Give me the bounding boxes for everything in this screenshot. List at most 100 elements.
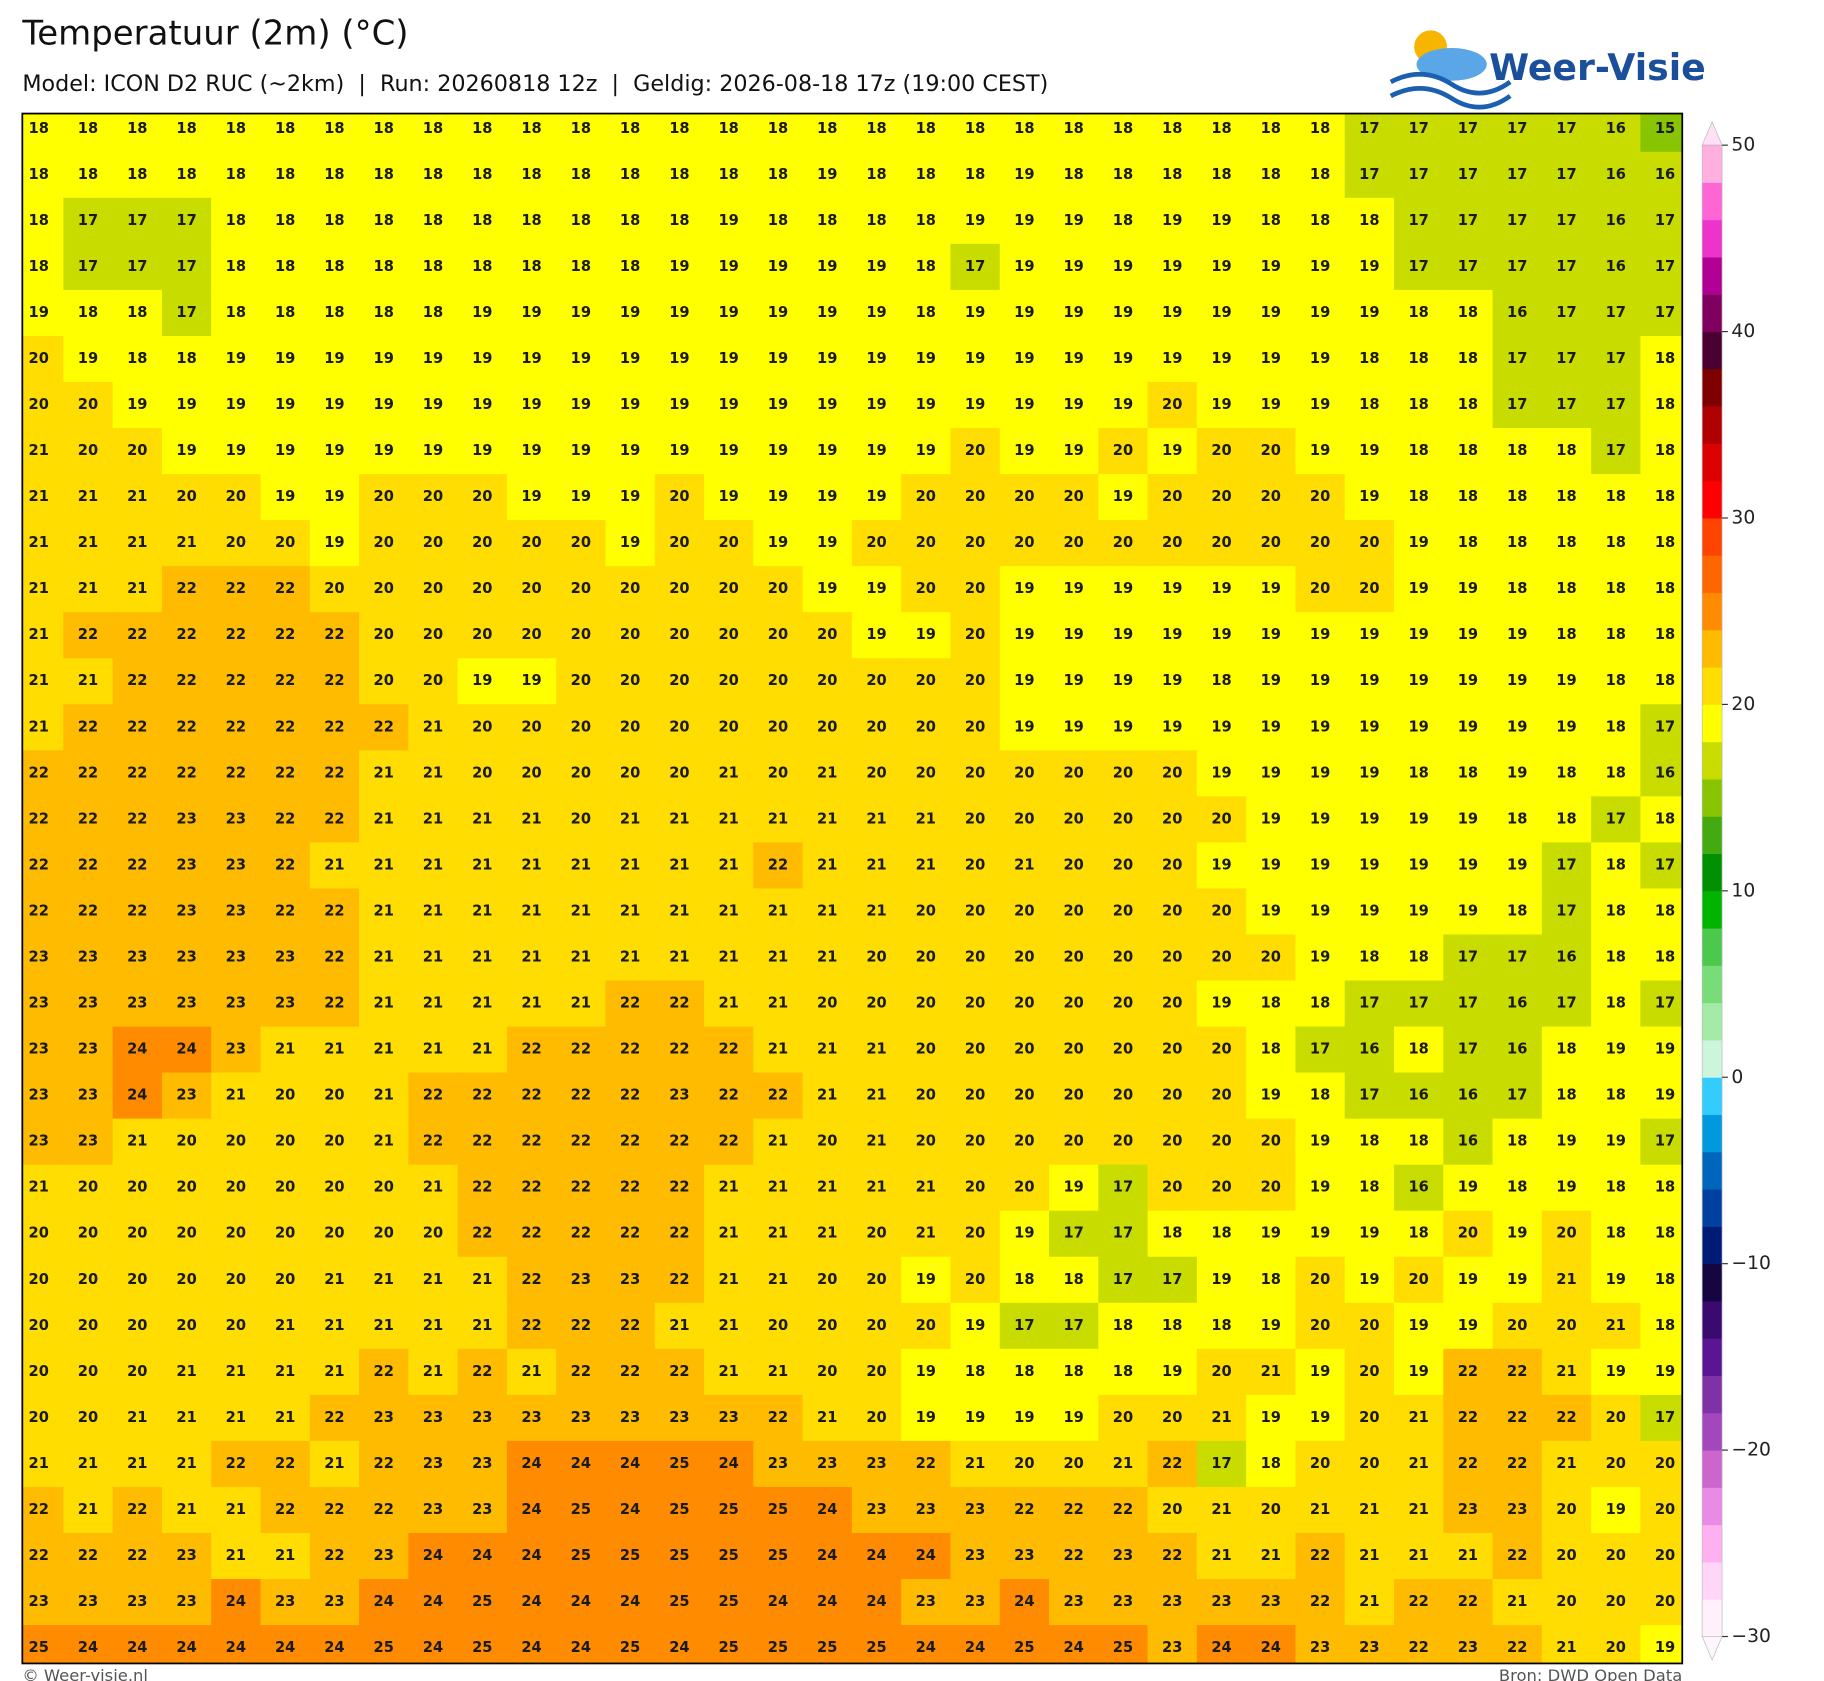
temperature-label: 21 <box>1458 1547 1478 1564</box>
temperature-label: 17 <box>1113 1225 1133 1242</box>
temperature-cell <box>1147 612 1198 659</box>
temperature-cell <box>63 612 114 659</box>
temperature-label: 20 <box>1162 856 1182 873</box>
temperature-cell <box>63 520 114 567</box>
temperature-label: 17 <box>1408 120 1428 137</box>
temperature-label: 20 <box>965 810 985 827</box>
temperature-label: 19 <box>1063 626 1083 643</box>
temperature-label: 25 <box>866 1639 886 1656</box>
temperature-label: 19 <box>1310 718 1330 735</box>
temperature-label: 19 <box>1014 1225 1034 1242</box>
temperature-label: 19 <box>768 396 788 413</box>
temperature-label: 22 <box>768 856 788 873</box>
temperature-label: 20 <box>1063 856 1083 873</box>
temperature-label: 20 <box>127 1317 147 1334</box>
temperature-label: 21 <box>226 1087 246 1104</box>
temperature-cell <box>211 113 262 153</box>
temperature-label: 18 <box>1063 1363 1083 1380</box>
temperature-cell <box>556 612 607 659</box>
temperature-cell <box>654 428 705 475</box>
temperature-cell <box>309 428 360 475</box>
temperature-label: 20 <box>1556 1317 1576 1334</box>
temperature-label: 21 <box>29 488 49 505</box>
temperature-cell <box>802 335 853 383</box>
temperature-label: 20 <box>719 718 739 735</box>
temperature-label: 20 <box>1063 995 1083 1012</box>
temperature-label: 22 <box>472 1179 492 1196</box>
temperature-label: 23 <box>226 995 246 1012</box>
temperature-cell <box>359 289 410 337</box>
temperature-cell <box>408 113 459 153</box>
temperature-label: 16 <box>1655 764 1675 781</box>
temperature-cell <box>1147 289 1198 337</box>
temperature-label: 19 <box>1063 304 1083 321</box>
temperature-label: 18 <box>127 304 147 321</box>
temperature-label: 22 <box>127 718 147 735</box>
temperature-label: 22 <box>176 764 196 781</box>
temperature-label: 22 <box>1162 1455 1182 1472</box>
temperature-label: 19 <box>719 350 739 367</box>
temperature-label: 19 <box>669 258 689 275</box>
temperature-label: 24 <box>176 1639 196 1656</box>
temperature-label: 17 <box>127 212 147 229</box>
temperature-label: 19 <box>669 350 689 367</box>
temperature-label: 23 <box>965 1593 985 1610</box>
temperature-label: 22 <box>620 1041 640 1058</box>
temperature-cell <box>1295 428 1346 475</box>
temperature-cell <box>1098 658 1149 705</box>
temperature-label: 20 <box>1113 1087 1133 1104</box>
temperature-label: 22 <box>127 764 147 781</box>
temperature-cell <box>556 520 607 567</box>
temperature-label: 17 <box>1408 258 1428 275</box>
temperature-label: 18 <box>1014 120 1034 137</box>
temperature-label: 24 <box>521 1547 541 1564</box>
temperature-label: 19 <box>1113 396 1133 413</box>
temperature-label: 22 <box>768 1409 788 1426</box>
temperature-cell <box>1640 474 1683 521</box>
temperature-cell <box>457 704 508 752</box>
temperature-label: 18 <box>1408 396 1428 413</box>
temperature-label: 18 <box>1606 764 1626 781</box>
temperature-cell <box>1246 113 1297 153</box>
temperature-label: 19 <box>1162 442 1182 459</box>
temperature-cell <box>22 335 65 383</box>
temperature-label: 21 <box>719 1179 739 1196</box>
temperature-label: 19 <box>620 442 640 459</box>
temperature-label: 20 <box>1162 1409 1182 1426</box>
temperature-label: 21 <box>620 856 640 873</box>
temperature-label: 20 <box>176 1317 196 1334</box>
temperature-cell <box>260 381 311 429</box>
temperature-label: 20 <box>78 1179 98 1196</box>
temperature-label: 21 <box>423 764 443 781</box>
temperature-label: 20 <box>1408 1271 1428 1288</box>
colorbar-band <box>1702 294 1723 333</box>
temperature-label: 24 <box>1211 1639 1231 1656</box>
temperature-label: 20 <box>965 1271 985 1288</box>
temperature-label: 20 <box>669 672 689 689</box>
temperature-label: 18 <box>324 212 344 229</box>
temperature-label: 18 <box>1261 120 1281 137</box>
temperature-cell <box>802 612 853 659</box>
temperature-label: 20 <box>1063 488 1083 505</box>
temperature-cell <box>112 750 163 798</box>
temperature-label: 18 <box>1113 166 1133 183</box>
temperature-cell <box>950 474 1001 521</box>
temperature-cell <box>1246 381 1297 429</box>
temperature-cell <box>802 428 853 475</box>
temperature-label: 22 <box>620 1225 640 1242</box>
temperature-cell <box>704 197 755 245</box>
temperature-label: 18 <box>374 120 394 137</box>
temperature-cell <box>1246 520 1297 567</box>
temperature-label: 18 <box>1606 718 1626 735</box>
temperature-cell <box>802 566 853 613</box>
temperature-label: 22 <box>176 580 196 597</box>
temperature-cell <box>22 474 65 521</box>
temperature-cell <box>654 151 705 199</box>
temperature-label: 19 <box>1458 1271 1478 1288</box>
temperature-cell <box>704 474 755 521</box>
temperature-label: 19 <box>719 258 739 275</box>
temperature-label: 21 <box>669 856 689 873</box>
temperature-label: 23 <box>1014 1547 1034 1564</box>
temperature-label: 19 <box>1310 948 1330 965</box>
temperature-label: 18 <box>275 120 295 137</box>
